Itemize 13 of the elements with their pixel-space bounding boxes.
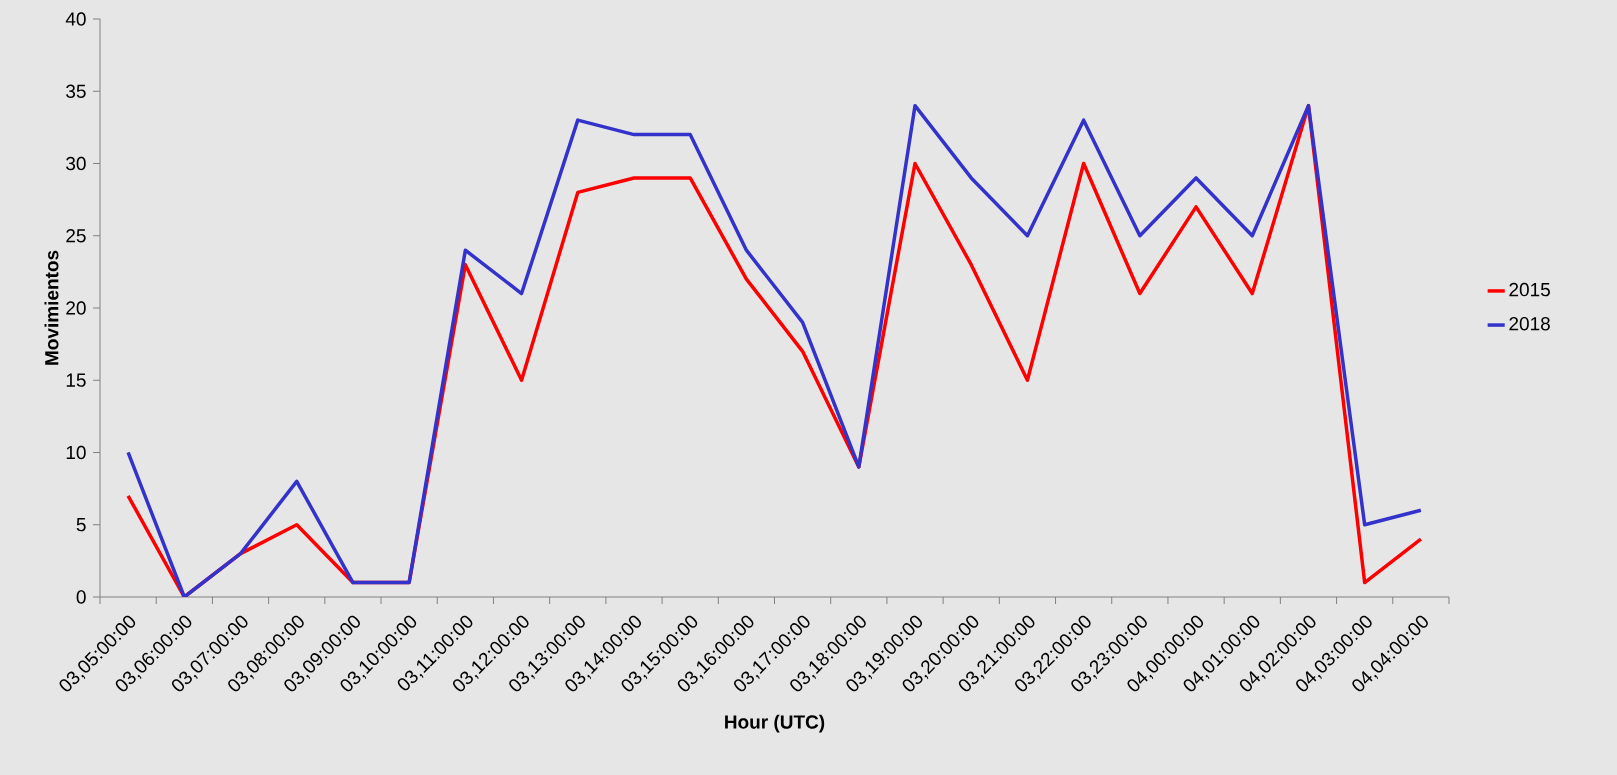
y-tick-label: 30 bbox=[66, 156, 86, 171]
x-axis-title: Hour (UTC) bbox=[725, 714, 825, 733]
legend-label: 2018 bbox=[1509, 316, 1550, 331]
y-tick-label: 25 bbox=[66, 229, 86, 243]
y-tick-label: 15 bbox=[66, 373, 86, 387]
y-tick-label: 10 bbox=[66, 445, 86, 460]
y-tick-label: 5 bbox=[76, 518, 86, 532]
y-tick-label: 35 bbox=[66, 84, 86, 98]
y-tick-label: 0 bbox=[76, 590, 86, 604]
y-tick-label: 20 bbox=[66, 301, 86, 315]
y-axis-title: Movimientos bbox=[44, 250, 59, 365]
legend-label: 2015 bbox=[1509, 282, 1550, 297]
y-tick-label: 40 bbox=[65, 12, 86, 26]
